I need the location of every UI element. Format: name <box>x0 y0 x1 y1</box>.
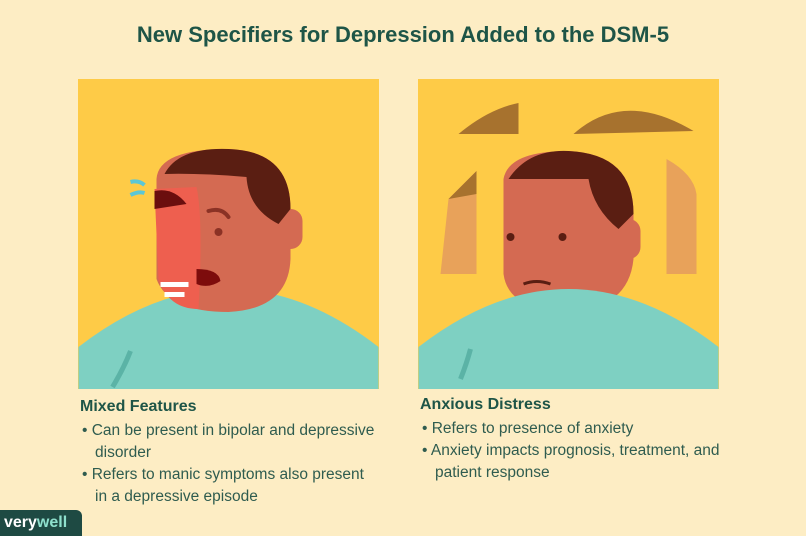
anxious-distress-heading: Anxious Distress <box>420 396 551 413</box>
verywell-logo: verywell <box>0 510 82 536</box>
mixed-features-drawing <box>78 148 379 389</box>
bullet: Refers to manic symptoms also present in… <box>80 464 380 508</box>
bullet: Anxiety impacts prognosis, treatment, an… <box>420 440 720 484</box>
anxious-distress-illustration <box>418 79 719 389</box>
anxious-distress-caption: Anxious Distress Refers to presence of a… <box>420 396 720 484</box>
bullet: Refers to presence of anxiety <box>420 418 720 440</box>
mixed-features-heading: Mixed Features <box>80 398 197 415</box>
anxious-distress-drawing <box>418 103 719 389</box>
mixed-features-caption: Mixed Features Can be present in bipolar… <box>80 398 380 508</box>
logo-part: very <box>4 514 37 531</box>
bullet: Can be present in bipolar and depressive… <box>80 420 380 464</box>
page-title: New Specifiers for Depression Added to t… <box>136 22 670 47</box>
logo-part: well <box>36 514 68 531</box>
mixed-features-illustration <box>78 79 379 389</box>
